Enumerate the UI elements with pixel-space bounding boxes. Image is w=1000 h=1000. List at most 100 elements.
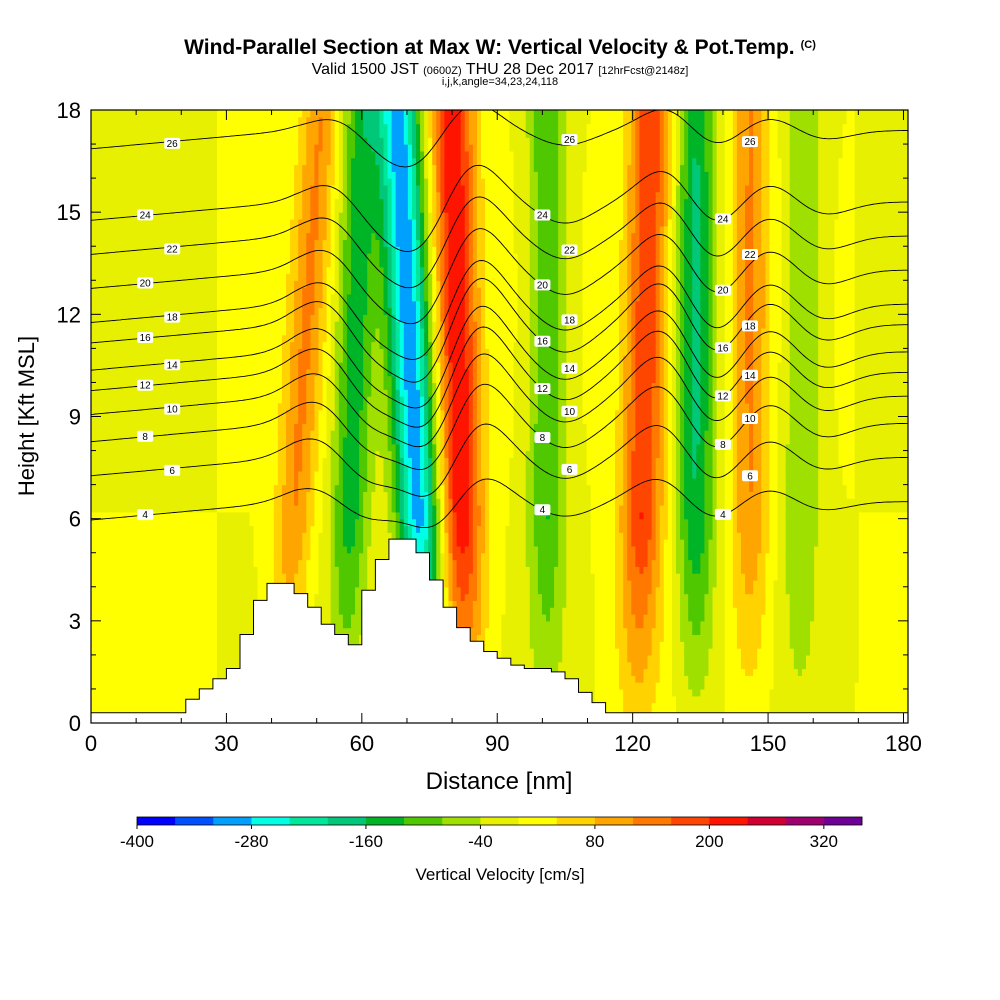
velocity-cell bbox=[258, 219, 263, 226]
velocity-cell bbox=[209, 267, 214, 274]
velocity-cell bbox=[258, 532, 263, 539]
velocity-cell bbox=[107, 158, 112, 165]
velocity-cell bbox=[270, 171, 275, 178]
velocity-cell bbox=[205, 178, 210, 185]
velocity-cell bbox=[266, 539, 271, 546]
velocity-cell bbox=[144, 226, 149, 233]
velocity-cell bbox=[233, 594, 238, 601]
velocity-cell bbox=[306, 158, 311, 165]
velocity-cell bbox=[237, 485, 242, 492]
velocity-cell bbox=[262, 396, 267, 403]
velocity-cell bbox=[286, 525, 291, 532]
velocity-cell bbox=[197, 410, 202, 417]
velocity-cell bbox=[115, 158, 120, 165]
velocity-cell bbox=[176, 423, 181, 430]
velocity-cell bbox=[201, 491, 206, 498]
velocity-cell bbox=[99, 212, 104, 219]
velocity-cell bbox=[119, 280, 124, 287]
velocity-cell bbox=[274, 410, 279, 417]
velocity-cell bbox=[148, 171, 153, 178]
velocity-cell bbox=[176, 525, 181, 532]
velocity-cell bbox=[197, 267, 202, 274]
velocity-cell bbox=[286, 246, 291, 253]
velocity-cell bbox=[233, 226, 238, 233]
velocity-cell bbox=[148, 614, 153, 621]
velocity-cell bbox=[148, 151, 153, 158]
velocity-cell bbox=[176, 573, 181, 580]
velocity-cell bbox=[152, 478, 157, 485]
velocity-cell bbox=[290, 110, 295, 117]
velocity-cell bbox=[99, 628, 104, 635]
velocity-cell bbox=[164, 171, 169, 178]
velocity-cell bbox=[124, 703, 129, 710]
velocity-cell bbox=[189, 621, 194, 628]
velocity-cell bbox=[266, 396, 271, 403]
velocity-cell bbox=[254, 314, 259, 321]
velocity-cell bbox=[164, 648, 169, 655]
velocity-cell bbox=[213, 110, 218, 117]
velocity-cell bbox=[156, 403, 161, 410]
velocity-cell bbox=[193, 417, 198, 424]
velocity-cell bbox=[254, 110, 259, 117]
velocity-cell bbox=[306, 560, 311, 567]
velocity-cell bbox=[144, 144, 149, 151]
velocity-cell bbox=[233, 137, 238, 144]
velocity-cell bbox=[249, 512, 254, 519]
velocity-cell bbox=[124, 151, 129, 158]
velocity-cell bbox=[229, 239, 234, 246]
velocity-cell bbox=[107, 287, 112, 294]
velocity-cell bbox=[103, 430, 108, 437]
velocity-cell bbox=[115, 628, 120, 635]
velocity-cell bbox=[225, 600, 230, 607]
velocity-cell bbox=[144, 117, 149, 124]
velocity-cell bbox=[176, 669, 181, 676]
velocity-cell bbox=[91, 444, 96, 451]
velocity-cell bbox=[229, 219, 234, 226]
velocity-cell bbox=[294, 362, 299, 369]
velocity-cell bbox=[156, 437, 161, 444]
velocity-cell bbox=[298, 396, 303, 403]
velocity-cell bbox=[221, 246, 226, 253]
velocity-cell bbox=[310, 267, 315, 274]
velocity-cell bbox=[144, 485, 149, 492]
velocity-cell bbox=[302, 457, 307, 464]
velocity-cell bbox=[111, 376, 116, 383]
velocity-cell bbox=[233, 342, 238, 349]
velocity-cell bbox=[286, 158, 291, 165]
velocity-cell bbox=[119, 669, 124, 676]
velocity-cell bbox=[258, 137, 263, 144]
velocity-cell bbox=[310, 369, 315, 376]
velocity-cell bbox=[266, 417, 271, 424]
velocity-cell bbox=[119, 335, 124, 342]
velocity-cell bbox=[136, 648, 141, 655]
velocity-cell bbox=[172, 539, 177, 546]
velocity-cell bbox=[274, 539, 279, 546]
velocity-cell bbox=[270, 342, 275, 349]
velocity-cell bbox=[156, 396, 161, 403]
velocity-cell bbox=[193, 546, 198, 553]
velocity-cell bbox=[213, 185, 218, 192]
velocity-cell bbox=[302, 376, 307, 383]
velocity-cell bbox=[160, 185, 165, 192]
velocity-cell bbox=[156, 689, 161, 696]
velocity-cell bbox=[286, 478, 291, 485]
velocity-cell bbox=[274, 151, 279, 158]
velocity-cell bbox=[111, 185, 116, 192]
velocity-cell bbox=[302, 273, 307, 280]
velocity-cell bbox=[197, 491, 202, 498]
velocity-cell bbox=[111, 519, 116, 526]
velocity-cell bbox=[278, 273, 283, 280]
velocity-cell bbox=[160, 682, 165, 689]
velocity-cell bbox=[164, 273, 169, 280]
velocity-cell bbox=[111, 444, 116, 451]
velocity-cell bbox=[148, 253, 153, 260]
velocity-cell bbox=[306, 171, 311, 178]
velocity-cell bbox=[115, 498, 120, 505]
velocity-cell bbox=[262, 273, 267, 280]
velocity-cell bbox=[237, 403, 242, 410]
velocity-cell bbox=[201, 233, 206, 240]
velocity-cell bbox=[140, 451, 145, 458]
velocity-cell bbox=[193, 137, 198, 144]
velocity-cell bbox=[132, 457, 137, 464]
velocity-cell bbox=[197, 199, 202, 206]
